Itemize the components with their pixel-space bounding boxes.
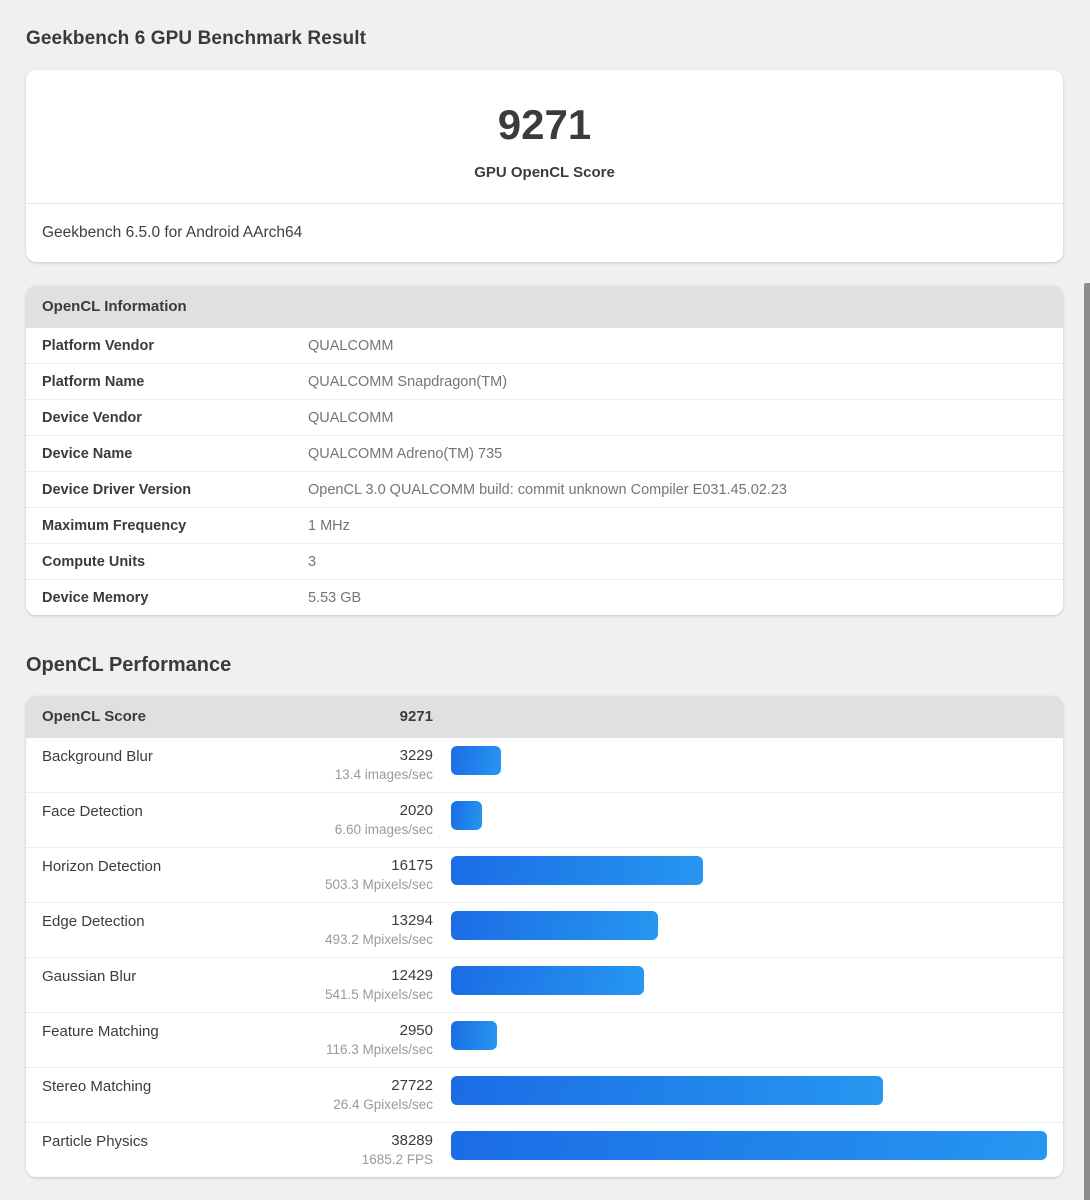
score-block: 9271 GPU OpenCL Score — [26, 70, 1063, 203]
workload-score-bar — [451, 856, 703, 885]
workload-value: 2950 116.3 Mpixels/sec — [308, 1021, 433, 1059]
workload-bar-track — [451, 746, 1047, 775]
workload-rate: 116.3 Mpixels/sec — [325, 1042, 433, 1057]
info-row-value: 1 MHz — [308, 517, 350, 534]
vertical-scrollbar[interactable] — [1084, 283, 1090, 1200]
info-row-value: QUALCOMM Snapdragon(TM) — [308, 373, 508, 390]
workload-name: Stereo Matching — [42, 1078, 152, 1095]
workload-score-bar — [451, 911, 658, 940]
gpu-score-value: 9271 — [497, 101, 592, 148]
workload-name: Background Blur — [42, 748, 153, 765]
info-table-row: Maximum Frequency 1 MHz — [26, 507, 1063, 543]
workload-score-bar — [451, 1076, 883, 1105]
workload-score: 16175 — [391, 857, 433, 874]
info-row-label: Device Vendor — [42, 409, 142, 426]
workload-rate: 503.3 Mpixels/sec — [324, 877, 433, 892]
workload-value: 3229 13.4 images/sec — [308, 746, 433, 784]
info-row-label: Compute Units — [42, 553, 146, 570]
info-row-label: Maximum Frequency — [42, 517, 187, 534]
info-table-row: Device Memory 5.53 GB — [26, 579, 1063, 615]
perf-table-row: Background Blur 3229 13.4 images/sec — [26, 738, 1063, 792]
info-row-value: 5.53 GB — [308, 589, 362, 606]
workload-bar-track — [451, 1076, 1047, 1105]
workload-name: Feature Matching — [42, 1023, 159, 1040]
workload-bar-track — [451, 966, 1047, 995]
workload-bar-track — [451, 1021, 1047, 1050]
workload-score: 13294 — [391, 912, 433, 929]
workload-bar-track — [451, 856, 1047, 885]
info-row-label: Platform Name — [42, 373, 145, 390]
workload-value: 16175 503.3 Mpixels/sec — [308, 856, 433, 894]
workload-bar-track — [451, 911, 1047, 940]
info-row-value: QUALCOMM Adreno(TM) 735 — [308, 445, 503, 462]
info-table-row: Device Vendor QUALCOMM — [26, 399, 1063, 435]
info-row-label: Device Name — [42, 445, 133, 462]
workload-rate: 493.2 Mpixels/sec — [324, 932, 433, 947]
opencl-performance-heading: OpenCL Performance — [26, 654, 232, 676]
info-row-label: Device Memory — [42, 589, 149, 606]
perf-table-header: OpenCL Score 9271 — [26, 696, 1063, 738]
perf-table-row: Edge Detection 13294 493.2 Mpixels/sec — [26, 902, 1063, 957]
workload-value: 38289 1685.2 FPS — [308, 1131, 433, 1169]
workload-rate: 13.4 images/sec — [334, 767, 433, 782]
info-row-value: QUALCOMM — [308, 409, 394, 426]
info-table-row: Platform Name QUALCOMM Snapdragon(TM) — [26, 363, 1063, 399]
workload-score: 12429 — [391, 967, 433, 984]
perf-table-row: Feature Matching 2950 116.3 Mpixels/sec — [26, 1012, 1063, 1067]
info-table-row: Device Name QUALCOMM Adreno(TM) 735 — [26, 435, 1063, 471]
info-table-row: Platform Vendor QUALCOMM — [26, 328, 1063, 363]
info-row-value: OpenCL 3.0 QUALCOMM build: commit unknow… — [308, 481, 787, 498]
workload-name: Edge Detection — [42, 913, 145, 930]
benchmark-version-line: Geekbench 6.5.0 for Android AArch64 — [26, 203, 1063, 262]
perf-header-score: 9271 — [399, 708, 433, 725]
workload-name: Particle Physics — [42, 1133, 148, 1150]
workload-name: Horizon Detection — [42, 858, 162, 875]
workload-value: 13294 493.2 Mpixels/sec — [308, 911, 433, 949]
perf-header-label: OpenCL Score — [42, 708, 146, 725]
opencl-performance-card: OpenCL Score 9271 Background Blur 3229 1… — [26, 696, 1063, 1177]
perf-table-rows: Background Blur 3229 13.4 images/sec Fac… — [26, 738, 1063, 1177]
workload-score-bar — [451, 801, 483, 830]
opencl-information-card: OpenCL Information Platform Vendor QUALC… — [26, 286, 1063, 615]
workload-bar-track — [451, 1131, 1047, 1160]
info-row-value: 3 — [308, 553, 317, 570]
workload-value: 2020 6.60 images/sec — [308, 801, 433, 839]
perf-table-row: Horizon Detection 16175 503.3 Mpixels/se… — [26, 847, 1063, 902]
workload-rate: 541.5 Mpixels/sec — [324, 987, 433, 1002]
workload-rate: 26.4 Gpixels/sec — [333, 1097, 433, 1112]
workload-value: 27722 26.4 Gpixels/sec — [308, 1076, 433, 1114]
perf-table-row: Gaussian Blur 12429 541.5 Mpixels/sec — [26, 957, 1063, 1012]
workload-rate: 6.60 images/sec — [334, 822, 433, 837]
workload-rate: 1685.2 FPS — [361, 1152, 433, 1167]
workload-name: Gaussian Blur — [42, 968, 137, 985]
page-title: Geekbench 6 GPU Benchmark Result — [26, 28, 367, 49]
opencl-information-header: OpenCL Information — [26, 286, 1063, 328]
perf-table-row: Particle Physics 38289 1685.2 FPS — [26, 1122, 1063, 1177]
workload-value: 12429 541.5 Mpixels/sec — [308, 966, 433, 1004]
info-table-row: Device Driver Version OpenCL 3.0 QUALCOM… — [26, 471, 1063, 507]
workload-score: 2950 — [399, 1022, 433, 1039]
workload-score-bar — [451, 966, 645, 995]
workload-bar-track — [451, 801, 1047, 830]
workload-score: 27722 — [391, 1077, 433, 1094]
workload-score: 3229 — [399, 747, 433, 764]
perf-table-row: Stereo Matching 27722 26.4 Gpixels/sec — [26, 1067, 1063, 1122]
workload-score-bar — [451, 746, 502, 775]
opencl-information-rows: Platform Vendor QUALCOMM Platform Name Q… — [26, 328, 1063, 615]
perf-table-row: Face Detection 2020 6.60 images/sec — [26, 792, 1063, 847]
score-summary-card: 9271 GPU OpenCL Score Geekbench 6.5.0 fo… — [26, 70, 1063, 262]
workload-name: Face Detection — [42, 803, 143, 820]
info-row-label: Device Driver Version — [42, 481, 192, 498]
info-row-value: QUALCOMM — [308, 337, 394, 354]
workload-score: 2020 — [399, 802, 433, 819]
workload-score-bar — [451, 1131, 1047, 1160]
workload-score: 38289 — [391, 1132, 433, 1149]
info-row-label: Platform Vendor — [42, 337, 154, 354]
workload-score-bar — [451, 1021, 497, 1050]
gpu-score-label: GPU OpenCL Score — [474, 164, 615, 181]
info-table-row: Compute Units 3 — [26, 543, 1063, 579]
